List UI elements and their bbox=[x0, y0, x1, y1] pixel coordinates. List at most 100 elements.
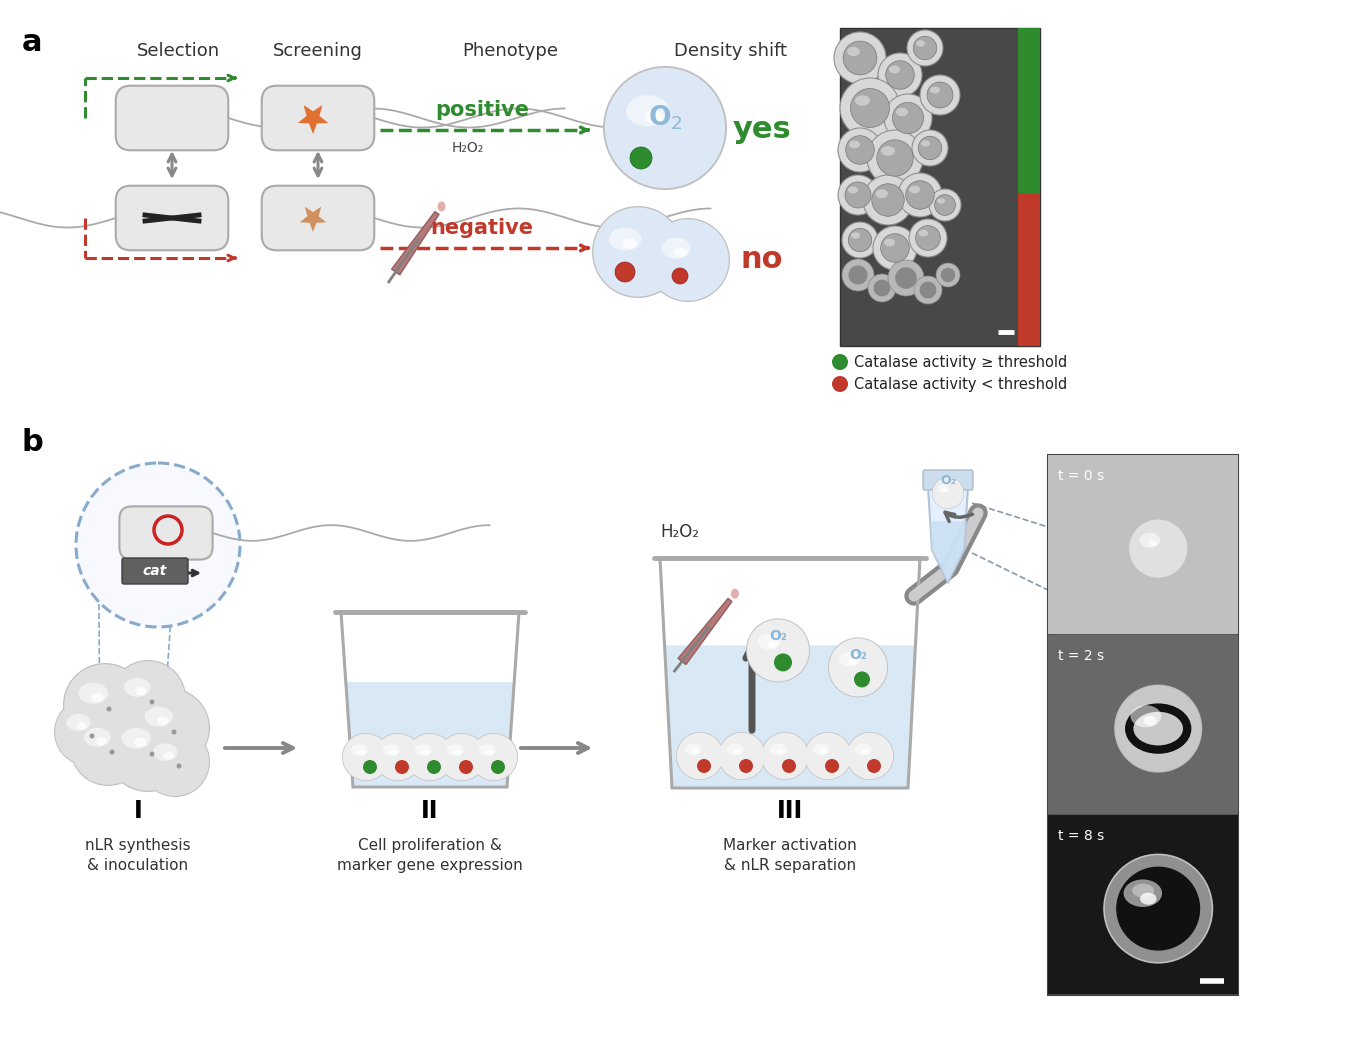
Circle shape bbox=[845, 182, 871, 208]
Ellipse shape bbox=[819, 750, 828, 755]
Bar bbox=[1048, 635, 1238, 814]
Ellipse shape bbox=[918, 230, 927, 236]
Circle shape bbox=[470, 733, 518, 781]
Ellipse shape bbox=[848, 659, 857, 665]
Circle shape bbox=[594, 207, 683, 297]
Ellipse shape bbox=[447, 744, 463, 756]
Ellipse shape bbox=[730, 589, 738, 599]
Ellipse shape bbox=[662, 237, 691, 259]
Circle shape bbox=[55, 699, 122, 765]
Circle shape bbox=[374, 733, 423, 781]
Text: O₂: O₂ bbox=[769, 630, 787, 643]
Bar bbox=[1018, 194, 1040, 346]
Circle shape bbox=[761, 733, 809, 780]
Circle shape bbox=[1116, 866, 1200, 950]
Ellipse shape bbox=[1133, 884, 1154, 897]
Ellipse shape bbox=[882, 146, 895, 156]
Ellipse shape bbox=[1149, 540, 1157, 547]
Circle shape bbox=[343, 734, 389, 781]
Ellipse shape bbox=[1123, 880, 1162, 907]
FancyBboxPatch shape bbox=[262, 185, 374, 250]
Circle shape bbox=[933, 478, 964, 508]
Circle shape bbox=[439, 734, 485, 781]
Ellipse shape bbox=[454, 750, 462, 756]
Text: O₂: O₂ bbox=[849, 649, 867, 662]
Ellipse shape bbox=[92, 693, 104, 702]
Circle shape bbox=[919, 75, 960, 115]
Circle shape bbox=[936, 263, 960, 287]
Circle shape bbox=[697, 759, 711, 773]
Circle shape bbox=[676, 733, 724, 780]
Circle shape bbox=[177, 763, 181, 768]
Text: t = 8 s: t = 8 s bbox=[1058, 829, 1104, 843]
Ellipse shape bbox=[938, 484, 949, 492]
Circle shape bbox=[747, 618, 810, 683]
Circle shape bbox=[855, 671, 869, 687]
Circle shape bbox=[929, 189, 961, 221]
Circle shape bbox=[880, 233, 910, 262]
Circle shape bbox=[915, 226, 941, 250]
Ellipse shape bbox=[622, 238, 637, 249]
Circle shape bbox=[825, 759, 838, 773]
Ellipse shape bbox=[626, 95, 670, 126]
Circle shape bbox=[838, 128, 882, 172]
Circle shape bbox=[406, 733, 454, 781]
Circle shape bbox=[140, 727, 211, 797]
Bar bbox=[1048, 815, 1238, 994]
Circle shape bbox=[878, 53, 922, 97]
Circle shape bbox=[846, 732, 894, 780]
Ellipse shape bbox=[757, 633, 780, 650]
Ellipse shape bbox=[930, 86, 940, 94]
Bar bbox=[1048, 455, 1238, 634]
Polygon shape bbox=[346, 682, 514, 787]
Circle shape bbox=[363, 760, 377, 775]
Ellipse shape bbox=[734, 750, 741, 755]
Ellipse shape bbox=[423, 750, 429, 756]
Circle shape bbox=[913, 130, 948, 166]
Ellipse shape bbox=[840, 652, 860, 666]
Circle shape bbox=[672, 268, 688, 284]
Ellipse shape bbox=[1139, 533, 1160, 548]
Circle shape bbox=[89, 734, 95, 738]
Ellipse shape bbox=[778, 750, 784, 755]
Ellipse shape bbox=[884, 238, 895, 247]
Ellipse shape bbox=[124, 678, 151, 696]
Polygon shape bbox=[930, 522, 967, 583]
Circle shape bbox=[873, 280, 891, 297]
Circle shape bbox=[676, 732, 724, 780]
Ellipse shape bbox=[693, 750, 699, 755]
Circle shape bbox=[828, 637, 888, 697]
Ellipse shape bbox=[909, 185, 919, 194]
Circle shape bbox=[774, 654, 792, 671]
Ellipse shape bbox=[848, 186, 859, 194]
Circle shape bbox=[867, 759, 882, 773]
Text: positive: positive bbox=[435, 100, 529, 120]
Circle shape bbox=[718, 732, 765, 780]
Circle shape bbox=[396, 760, 409, 775]
Ellipse shape bbox=[390, 750, 397, 756]
Circle shape bbox=[459, 760, 472, 775]
Circle shape bbox=[603, 66, 728, 191]
Circle shape bbox=[872, 184, 904, 217]
Ellipse shape bbox=[157, 716, 169, 726]
Ellipse shape bbox=[383, 744, 400, 756]
Ellipse shape bbox=[1130, 706, 1161, 728]
Circle shape bbox=[931, 477, 964, 509]
Text: Catalase activity ≥ threshold: Catalase activity ≥ threshold bbox=[855, 355, 1068, 370]
Circle shape bbox=[914, 276, 942, 304]
Circle shape bbox=[842, 222, 878, 258]
Circle shape bbox=[850, 88, 890, 127]
Ellipse shape bbox=[921, 141, 930, 147]
Ellipse shape bbox=[855, 95, 869, 106]
Ellipse shape bbox=[66, 714, 90, 731]
Circle shape bbox=[782, 759, 796, 773]
Text: H₂O₂: H₂O₂ bbox=[660, 523, 699, 541]
Circle shape bbox=[54, 699, 122, 766]
Ellipse shape bbox=[78, 683, 108, 704]
Text: Screening: Screening bbox=[273, 42, 363, 60]
Ellipse shape bbox=[769, 743, 787, 756]
Circle shape bbox=[107, 707, 112, 711]
Circle shape bbox=[107, 709, 189, 791]
Polygon shape bbox=[300, 207, 327, 232]
Circle shape bbox=[919, 282, 937, 299]
